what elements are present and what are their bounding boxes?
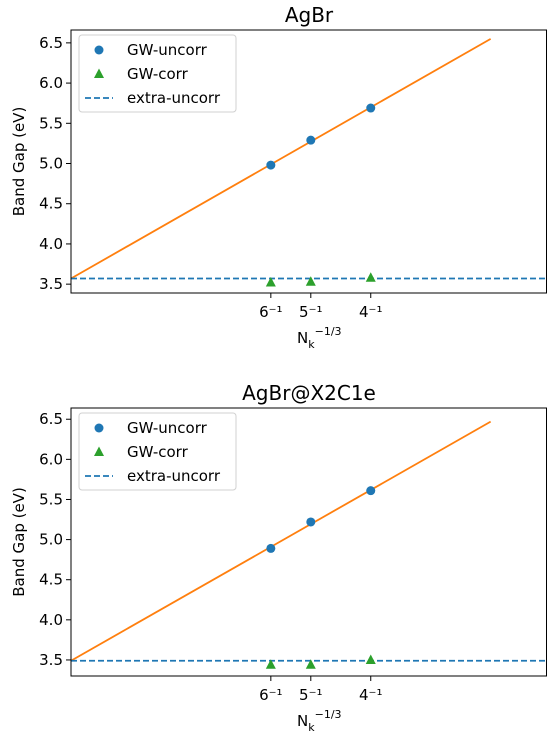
point — [365, 654, 376, 664]
point — [94, 68, 104, 78]
x-label-sup: −1/3 — [315, 708, 342, 721]
y-tick-label: 6.5 — [39, 34, 63, 52]
fit-line — [70, 38, 492, 280]
y-tick-label: 6.5 — [39, 410, 63, 428]
x-tick-label: 4⁻¹ — [359, 303, 382, 321]
point — [306, 135, 316, 145]
axes-frame — [70, 407, 547, 677]
y-tick-label: 5.0 — [39, 531, 63, 549]
point — [305, 276, 316, 286]
point — [266, 543, 276, 553]
legend-label: extra-uncorr — [127, 467, 221, 485]
x-label-sub: k — [308, 721, 315, 734]
x-axis-label: Nk−1/3 — [297, 708, 342, 734]
x-tick-label: 5⁻¹ — [299, 303, 322, 321]
y-tick-label: 5.5 — [39, 490, 63, 508]
y-tick-label: 4.0 — [39, 235, 63, 253]
x-label-sup: −1/3 — [315, 325, 342, 338]
point — [94, 423, 104, 433]
y-tick-label: 4.5 — [39, 571, 63, 589]
point — [365, 272, 376, 282]
legend-box — [78, 34, 237, 113]
fit-line — [70, 420, 492, 662]
point — [265, 659, 276, 669]
y-axis-label: Band Gap (eV) — [10, 487, 28, 597]
chart-title: AgBr — [285, 3, 334, 27]
y-tick-label: 4.5 — [39, 195, 63, 213]
y-tick-label: 6.0 — [39, 450, 63, 468]
y-tick-label: 3.5 — [39, 275, 63, 293]
legend-label: GW-corr — [127, 65, 189, 83]
legend-label: extra-uncorr — [127, 89, 221, 107]
point — [366, 486, 376, 496]
point — [306, 517, 316, 527]
y-tick-label: 3.5 — [39, 651, 63, 669]
chart-title: AgBr@X2C1e — [242, 381, 376, 405]
x-label-sub: k — [308, 338, 315, 351]
x-axis-label: Nk−1/3 — [297, 325, 342, 351]
x-tick-label: 6⁻¹ — [259, 686, 282, 704]
y-tick-label: 5.5 — [39, 114, 63, 132]
x-label-base: N — [297, 329, 308, 347]
point — [366, 103, 376, 113]
legend-label: GW-uncorr — [127, 419, 208, 437]
y-tick-label: 5.0 — [39, 155, 63, 173]
y-tick-label: 4.0 — [39, 611, 63, 629]
legend-label: GW-uncorr — [127, 41, 208, 59]
point — [305, 659, 316, 669]
point — [266, 160, 276, 170]
x-tick-label: 4⁻¹ — [359, 686, 382, 704]
x-tick-label: 6⁻¹ — [259, 303, 282, 321]
y-tick-label: 6.0 — [39, 74, 63, 92]
x-tick-label: 5⁻¹ — [299, 686, 322, 704]
legend-label: GW-corr — [127, 443, 189, 461]
point — [94, 45, 104, 55]
legend-box — [78, 412, 237, 491]
point — [94, 446, 104, 456]
y-axis-label: Band Gap (eV) — [10, 107, 28, 217]
x-label-base: N — [297, 712, 308, 730]
axes-frame — [70, 29, 547, 294]
point — [265, 277, 276, 287]
